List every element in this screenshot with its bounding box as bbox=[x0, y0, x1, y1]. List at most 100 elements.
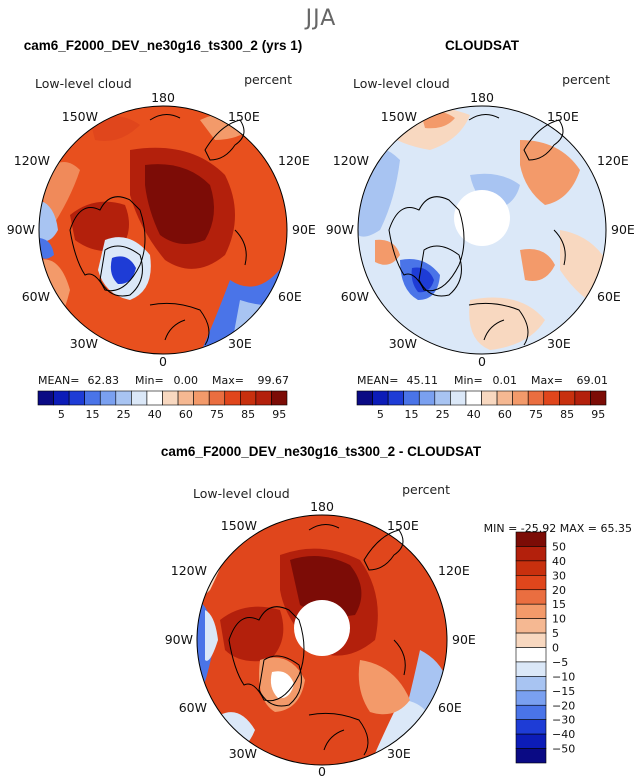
cb-obs-swatch bbox=[434, 390, 451, 406]
panel-model-coastlines bbox=[69, 114, 247, 346]
panel-model-lon-120e: 120E bbox=[278, 153, 310, 168]
panel-model-lon-150e: 150E bbox=[228, 109, 260, 124]
panel-model-lon-150w: 150W bbox=[62, 109, 98, 124]
cb-diff-swatch bbox=[515, 748, 547, 764]
cb-obs-swatch bbox=[559, 390, 576, 406]
panel-obs-min-value: 0.01 bbox=[493, 374, 518, 387]
panel-model-title: cam6_F2000_DEV_ne30g16_ts300_2 (yrs 1) bbox=[24, 38, 302, 53]
panel-obs-lon-30w: 30W bbox=[389, 336, 417, 351]
panel-obs-lon-30e: 30E bbox=[547, 336, 571, 351]
panel-obs-lon-0: 0 bbox=[478, 354, 486, 369]
cb-model-tick-95: 95 bbox=[272, 408, 286, 421]
panel-model-lon-120w: 120W bbox=[14, 153, 50, 168]
cb-diff-swatch bbox=[515, 704, 547, 720]
cb-model-swatch bbox=[193, 390, 210, 406]
cb-diff-tick-20: 20 bbox=[552, 584, 566, 597]
panel-obs-min-label: Min= bbox=[454, 374, 483, 387]
cb-obs-tick-60: 60 bbox=[498, 408, 512, 421]
cb-obs-tick-25: 25 bbox=[436, 408, 450, 421]
cb-obs-swatch bbox=[387, 390, 404, 406]
panel-obs-lon-150e: 150E bbox=[547, 109, 579, 124]
panel-diff-min-max: MIN = -25.92 MAX = 65.35 bbox=[484, 522, 632, 535]
panel-diff-lon-30w: 30W bbox=[229, 746, 257, 761]
panel-model: cam6_F2000_DEV_ne30g16_ts300_2 (yrs 1) L… bbox=[7, 38, 316, 421]
cb-diff-swatch bbox=[515, 546, 547, 562]
cb-diff-tick-neg15: −15 bbox=[552, 685, 575, 698]
panel-model-boundary bbox=[38, 105, 288, 355]
panel-diff: cam6_F2000_DEV_ne30g16_ts300_2 - CLOUDSA… bbox=[161, 444, 632, 779]
panel-diff-coastlines bbox=[228, 524, 406, 756]
panel-obs-units: percent bbox=[562, 72, 610, 87]
panel-obs-lon-60w: 60W bbox=[341, 289, 369, 304]
cb-obs-swatch bbox=[527, 390, 545, 406]
cb-model-tick-5: 5 bbox=[58, 408, 65, 421]
cb-diff-swatch bbox=[515, 676, 547, 692]
cb-diff-tick-neg10: −10 bbox=[552, 670, 575, 683]
cb-obs-tick-75: 75 bbox=[529, 408, 543, 421]
cb-model-swatch bbox=[271, 390, 288, 406]
panel-obs-variable: Low-level cloud bbox=[353, 76, 450, 91]
panel-obs-lon-150w: 150W bbox=[381, 109, 417, 124]
cb-diff-tick-10: 10 bbox=[552, 613, 566, 626]
cb-diff-swatch bbox=[515, 618, 547, 634]
panel-obs-map bbox=[358, 106, 606, 354]
panel-model-lon-90w: 90W bbox=[7, 222, 35, 237]
cb-diff-tick-neg20: −20 bbox=[552, 699, 575, 712]
cb-diff-swatch bbox=[515, 589, 547, 605]
cb-obs-swatch bbox=[450, 390, 467, 406]
cb-obs-swatch bbox=[543, 390, 560, 406]
cb-model-swatch bbox=[177, 390, 194, 406]
panel-diff-lon-90w: 90W bbox=[165, 632, 193, 647]
cb-obs-swatch bbox=[512, 390, 529, 406]
panel-model-variable: Low-level cloud bbox=[35, 76, 132, 91]
cb-diff-tick-neg40: −40 bbox=[552, 728, 575, 741]
cb-model-tick-40: 40 bbox=[148, 408, 162, 421]
cb-obs-swatch bbox=[465, 390, 482, 406]
panel-model-max-label: Max= bbox=[212, 374, 244, 387]
cb-diff-tick-50: 50 bbox=[552, 540, 566, 553]
panel-diff-variable: Low-level cloud bbox=[193, 486, 290, 501]
panel-obs: CLOUDSAT Low-level cloud percent bbox=[326, 38, 635, 421]
panel-model-lon-60e: 60E bbox=[278, 289, 302, 304]
cb-obs-swatch bbox=[356, 390, 373, 406]
panel-model-max-value: 99.67 bbox=[258, 374, 290, 387]
panel-model-min-label: Min= bbox=[135, 374, 164, 387]
cb-diff-tick-5: 5 bbox=[552, 627, 559, 640]
panel-obs-lon-120w: 120W bbox=[333, 153, 369, 168]
cb-obs-swatch bbox=[496, 390, 513, 406]
cb-obs-tick-40: 40 bbox=[467, 408, 481, 421]
panel-diff-lon-30e: 30E bbox=[387, 746, 411, 761]
cb-diff-swatch bbox=[515, 603, 547, 619]
cb-model-swatch bbox=[68, 390, 85, 406]
cb-diff-tick-neg50: −50 bbox=[552, 743, 575, 756]
cb-diff-swatch bbox=[515, 531, 547, 547]
panel-model-min-value: 0.00 bbox=[174, 374, 199, 387]
cb-model-swatch bbox=[255, 390, 272, 406]
panel-diff-boundary bbox=[196, 514, 448, 766]
cb-obs-swatch bbox=[403, 390, 420, 406]
cb-model-swatch bbox=[162, 390, 179, 406]
panel-obs-max-label: Max= bbox=[531, 374, 563, 387]
cb-diff-swatch bbox=[515, 632, 547, 648]
cb-model-tick-15: 15 bbox=[85, 408, 99, 421]
cb-diff-tick-neg30: −30 bbox=[552, 714, 575, 727]
cb-model-tick-60: 60 bbox=[179, 408, 193, 421]
cb-model-swatch bbox=[99, 390, 117, 406]
season-title: JJA bbox=[304, 6, 337, 31]
panel-obs-lon-120e: 120E bbox=[597, 153, 629, 168]
cb-diff-swatch bbox=[515, 647, 547, 663]
cb-obs-swatch bbox=[574, 390, 591, 406]
panel-diff-lon-60w: 60W bbox=[179, 700, 207, 715]
panel-obs-mean-value: 45.11 bbox=[407, 374, 439, 387]
cb-model-tick-25: 25 bbox=[117, 408, 131, 421]
panel-obs-lon-60e: 60E bbox=[597, 289, 621, 304]
cb-diff-swatch bbox=[515, 560, 547, 576]
cb-model-swatch bbox=[224, 390, 241, 406]
panel-obs-mean-label: MEAN= bbox=[357, 374, 398, 387]
panel-diff-units: percent bbox=[402, 482, 450, 497]
cb-diff-tick-0: 0 bbox=[552, 642, 559, 655]
panel-diff-lon-180: 180 bbox=[310, 499, 334, 514]
panel-diff-lon-0: 0 bbox=[318, 764, 326, 779]
panel-model-lon-30e: 30E bbox=[228, 336, 252, 351]
cb-model-swatch bbox=[115, 390, 132, 406]
